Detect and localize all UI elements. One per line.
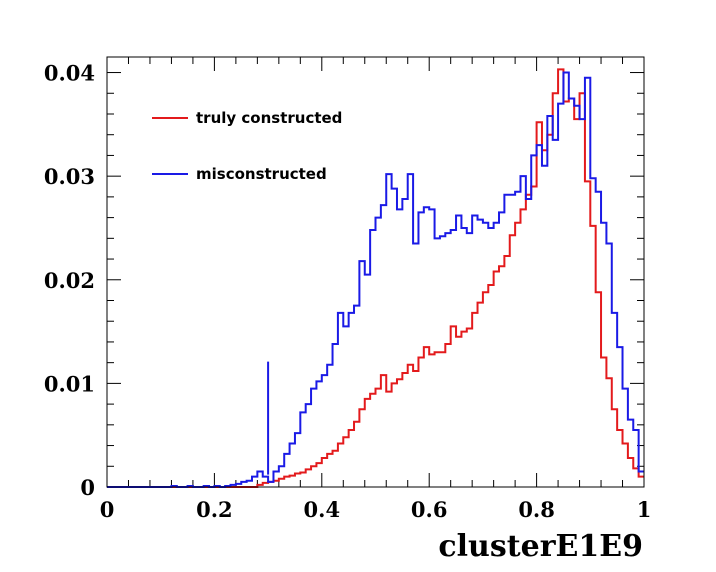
series-line-misconstructed: [107, 71, 644, 488]
x-tick-label: 0.6: [411, 497, 448, 522]
plot-frame: [106, 56, 645, 488]
y-tick-label: 0.01: [44, 371, 95, 396]
y-tick-label: 0.03: [44, 164, 95, 189]
y-tick-label: 0: [80, 475, 95, 500]
legend-label: truly constructed: [196, 109, 342, 127]
x-axis-title: clusterE1E9: [438, 529, 643, 564]
x-tick-label: 0.4: [304, 497, 341, 522]
y-tick-label: 0.02: [44, 268, 95, 293]
y-tick-label: 0.04: [44, 61, 95, 86]
x-tick-label: 0.2: [196, 497, 233, 522]
tick-marks: [106, 57, 645, 488]
series-line-truly-constructed: [107, 68, 644, 488]
x-tick-label: 0: [100, 497, 115, 522]
x-tick-label: 0.8: [518, 497, 555, 522]
x-tick-label: 1: [637, 497, 652, 522]
legend-label: misconstructed: [196, 165, 327, 183]
tick-labels: 0 0.2 0.4 0.6 0.8 1 0 0.01 0.02 0.03 0.04: [44, 61, 651, 522]
legend: truly constructed misconstructed: [152, 109, 342, 183]
series-lines: [107, 68, 644, 488]
